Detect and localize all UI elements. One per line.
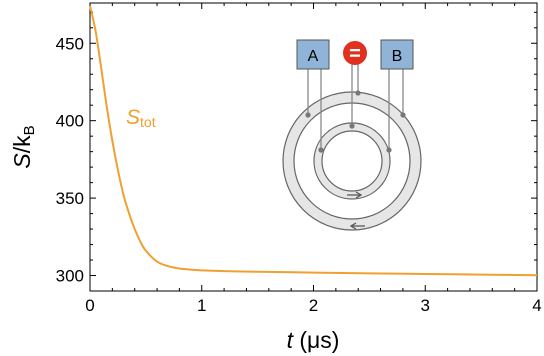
box-a (296, 39, 330, 70)
y-label-sep: / (9, 146, 35, 153)
inner-ring-inner-edge (321, 130, 383, 192)
box-a-label: A (308, 48, 319, 65)
x-label-var: t (287, 327, 295, 353)
outer-ring-arrow (349, 222, 365, 230)
contact-dot (349, 123, 355, 129)
y-tick-label: 450 (56, 34, 84, 53)
contact-dot (305, 112, 311, 118)
y-tick-label: 350 (56, 189, 84, 208)
x-label-unit: (μs) (293, 327, 339, 353)
box-b (380, 39, 414, 70)
contact-dot (386, 147, 392, 153)
y-axis-ticks: 300 350 400 450 (56, 11, 537, 292)
box-b-label: B (392, 48, 403, 65)
series-line-stot (89, 5, 538, 277)
y-label-sub: B (21, 125, 38, 135)
x-tick-label: 4 (532, 296, 541, 315)
y-tick-label: 400 (56, 112, 84, 131)
equals-label: = (349, 43, 361, 65)
inner-ring-arrow (347, 191, 363, 199)
x-tick-label: 0 (85, 296, 94, 315)
x-tick-label: 3 (421, 296, 430, 315)
series-label-base: S (126, 106, 140, 129)
y-tick-label: 300 (56, 267, 84, 286)
x-tick-label: 2 (309, 296, 318, 315)
series-label: Stot (126, 106, 156, 130)
series-label-sub: tot (140, 114, 156, 130)
equals-circle (343, 41, 367, 65)
y-axis-label: S/kB (9, 125, 38, 168)
x-axis-label: t (μs) (287, 327, 340, 353)
y-label-s: S (9, 153, 35, 169)
contact-dot (318, 147, 324, 153)
contact-dot (400, 112, 406, 118)
y-label-k: k (9, 135, 35, 147)
ring-schematic-inset: A B = (282, 39, 422, 231)
x-tick-label: 1 (197, 296, 206, 315)
contact-dot (355, 90, 361, 96)
x-axis-ticks: 0 1 2 3 4 (85, 3, 542, 315)
